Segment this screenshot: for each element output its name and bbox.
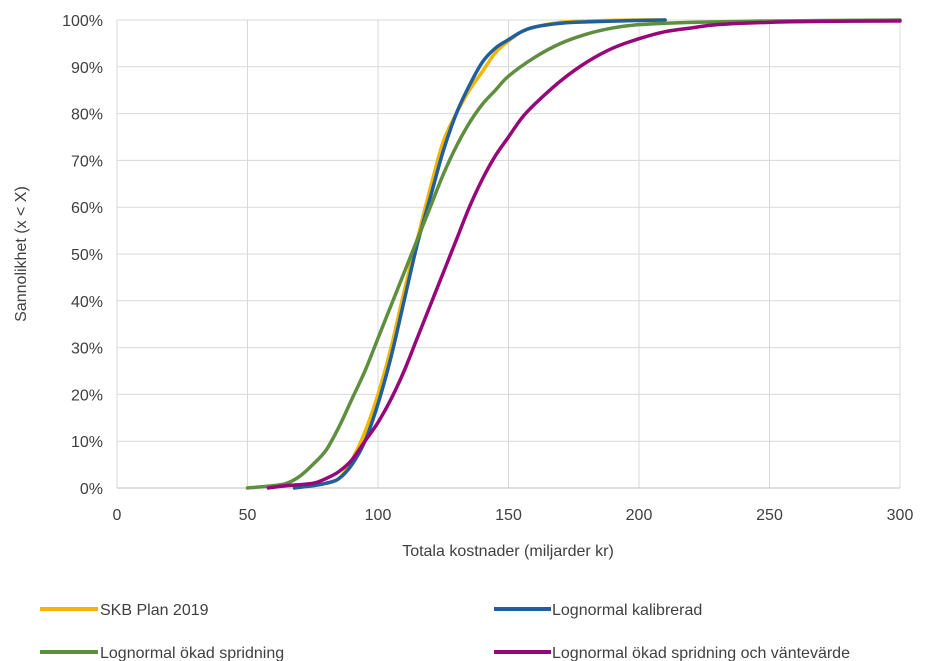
series-lines [245, 18, 902, 490]
y-tick-label: 0% [80, 481, 103, 498]
legend: SKB Plan 2019 Lognormal kalibrerad Logno… [40, 602, 850, 661]
x-tick-label: 50 [239, 507, 257, 524]
series-line-lognormal-okad-spridning [245, 18, 902, 490]
x-axis-ticks: 0 50 100 150 200 250 300 [113, 507, 914, 524]
legend-label-lognormal-okad-spridning-och-vantevarde: Lognormal ökad spridning och väntevärde [552, 645, 850, 661]
y-tick-label: 40% [71, 294, 103, 311]
x-tick-label: 100 [365, 507, 392, 524]
y-tick-label: 100% [62, 13, 103, 30]
legend-item-lognormal-okad-spridning-och-vantevarde: Lognormal ökad spridning och väntevärde [494, 645, 850, 661]
y-axis-ticks: 0% 10% 20% 30% 40% 50% 60% 70% 80% 90% 100% [62, 13, 103, 498]
y-tick-label: 60% [71, 200, 103, 217]
legend-item-lognormal-kalibrerad: Lognormal kalibrerad [494, 602, 702, 619]
y-tick-label: 90% [71, 60, 103, 77]
legend-item-skb-plan-2019: SKB Plan 2019 [40, 602, 209, 619]
series-line-lognormal-kalibrerad [292, 18, 667, 490]
x-tick-label: 250 [756, 507, 783, 524]
y-tick-label: 20% [71, 387, 103, 404]
y-tick-label: 10% [71, 434, 103, 451]
y-tick-label: 80% [71, 107, 103, 124]
y-axis-title: Sannolikhet (x < X) [13, 186, 30, 322]
x-tick-label: 150 [495, 507, 522, 524]
x-tick-label: 0 [113, 507, 122, 524]
x-axis-title: Totala kostnader (miljarder kr) [402, 543, 614, 560]
y-tick-label: 70% [71, 153, 103, 170]
grid [116, 19, 901, 489]
x-tick-label: 200 [626, 507, 653, 524]
x-tick-label: 300 [887, 507, 914, 524]
legend-item-lognormal-okad-spridning: Lognormal ökad spridning [40, 645, 284, 661]
legend-label-lognormal-okad-spridning: Lognormal ökad spridning [100, 645, 284, 661]
legend-label-lognormal-kalibrerad: Lognormal kalibrerad [552, 602, 702, 619]
series-line-lognormal-okad-spridning-och-vantevarde [266, 19, 902, 490]
y-tick-label: 30% [71, 341, 103, 358]
legend-label-skb-plan-2019: SKB Plan 2019 [100, 602, 209, 619]
y-tick-label: 50% [71, 247, 103, 264]
